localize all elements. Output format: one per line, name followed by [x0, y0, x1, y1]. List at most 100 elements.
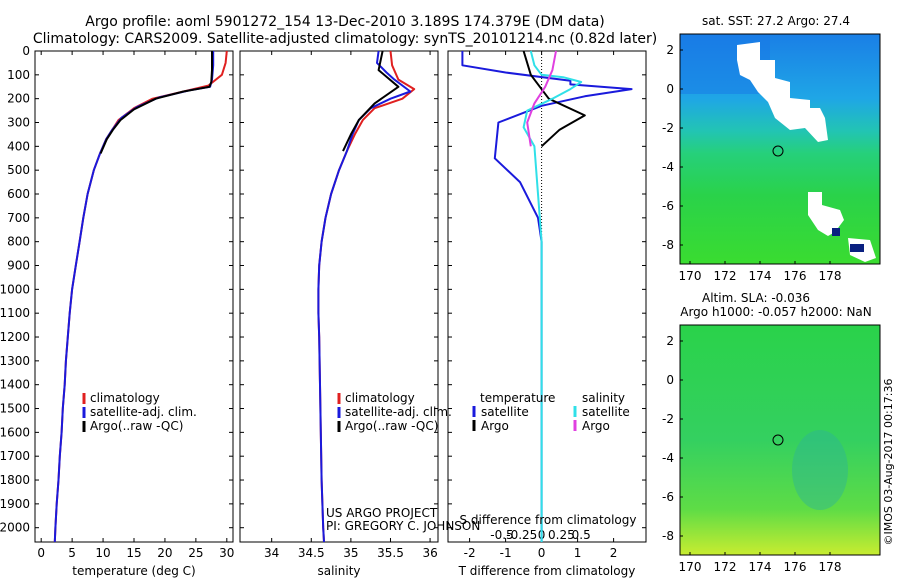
sst-cloud-mask-2 — [808, 192, 844, 236]
map-x-tick-label: 172 — [714, 560, 737, 574]
map-x-tick-label: 176 — [784, 269, 807, 283]
map-y-tick-label: -4 — [662, 160, 674, 174]
y-tick-label: 1100 — [0, 306, 30, 320]
temperature-panel: 0100200300400500600700800900100011001200… — [0, 44, 234, 578]
series-line-argo — [342, 50, 400, 152]
salinity-panel: 34 34.5 35 35.5 36 salinity — [239, 50, 439, 578]
x-axis-label: T difference from climatology — [458, 564, 636, 578]
x-top-tick-label: -0.25 — [506, 528, 537, 542]
sla-map-subtitle: Argo h1000: -0.057 h2000: NaN — [680, 305, 872, 319]
map-y-tick-label: -2 — [662, 412, 674, 426]
legend-label-climatology: climatology — [90, 391, 160, 405]
x-tick-label: 0 — [538, 546, 546, 560]
x-tick-label: 35.5 — [377, 546, 404, 560]
y-tick-label: 1400 — [0, 378, 30, 392]
plot-frame — [447, 50, 647, 543]
legend-label-satellite: satellite-adj. clim. — [345, 405, 452, 419]
plot-frame — [34, 50, 234, 543]
map-y-tick-label: -6 — [662, 199, 674, 213]
map-y-tick-label: 2 — [666, 43, 674, 57]
project-annotation: US ARGO PROJECT — [326, 506, 438, 520]
sst-map-frame — [679, 33, 881, 265]
x-tick-label: 30 — [219, 546, 234, 560]
x-tick-label: 5 — [68, 546, 76, 560]
map-x-tick-label: 170 — [679, 560, 702, 574]
y-tick-label: 600 — [7, 187, 30, 201]
x-axis-label: temperature (deg C) — [72, 564, 195, 578]
x-tick-label: -2 — [464, 546, 476, 560]
figure-title-line-2: Climatology: CARS2009. Satellite-adjuste… — [33, 31, 657, 47]
sla-low — [792, 430, 848, 510]
x-top-tick-label: 0.25 — [548, 528, 575, 542]
x-tick-label: 1 — [574, 546, 582, 560]
sla-field — [680, 325, 880, 555]
y-tick-label: 700 — [7, 211, 30, 225]
y-tick-label: 0 — [22, 44, 30, 58]
series-line-s-satellite — [522, 50, 583, 542]
x-tick-label: 34 — [264, 546, 279, 560]
y-tick-label: 1900 — [0, 497, 30, 511]
y-tick-label: 2000 — [0, 521, 30, 535]
y-tick-label: 200 — [7, 92, 30, 106]
salinity-legend: climatology satellite-adj. clim. Argo(..… — [326, 391, 480, 533]
map-y-tick-label: -2 — [662, 121, 674, 135]
y-tick-label: 1700 — [0, 449, 30, 463]
sst-pixel — [850, 244, 864, 252]
map-x-tick-label: 176 — [784, 560, 807, 574]
temperature-legend: climatology satellite-adj. clim. Argo(..… — [82, 391, 197, 433]
x-top-tick-label: 0.5 — [572, 528, 591, 542]
map-y-tick-label: -6 — [662, 490, 674, 504]
sla-map-frame — [679, 324, 881, 556]
x-tick-label: 15 — [126, 546, 141, 560]
x-tick-label: 2 — [610, 546, 618, 560]
y-tick-label: 500 — [7, 163, 30, 177]
x-axis-label: salinity — [317, 564, 360, 578]
legend-label-argo: Argo(..raw -QC) — [90, 419, 183, 433]
map-x-tick-label: 178 — [819, 269, 842, 283]
x-tick-label: 10 — [95, 546, 110, 560]
map-y-tick-label: 2 — [666, 334, 674, 348]
series-line-satellite — [317, 50, 412, 543]
sst-map-title: sat. SST: 27.2 Argo: 27.4 — [702, 14, 850, 28]
x-tick-label: 25 — [188, 546, 203, 560]
x-tick-label: 35 — [343, 546, 358, 560]
argo-position-marker — [772, 434, 784, 446]
legend-label-s-argo: Argo — [582, 419, 610, 433]
y-tick-label: 100 — [7, 68, 30, 82]
y-tick-label: 1300 — [0, 354, 30, 368]
y-tick-label: 1800 — [0, 473, 30, 487]
series-line-s-argo — [526, 50, 557, 147]
map-y-tick-label: 0 — [666, 373, 674, 387]
sla-map: Altim. SLA: -0.036 Argo h1000: -0.057 h2… — [662, 291, 881, 574]
legend-header-salinity: salinity — [582, 391, 625, 405]
timestamp-stamp: ©IMOS 03-Aug-2017 00:17:36 — [882, 379, 895, 546]
legend-label-s-satellite: satellite — [582, 405, 630, 419]
x-tick-label: -1 — [500, 546, 512, 560]
sla-map-ticks: 170 172 174 176 178 2 0 -2 -4 -6 -8 — [662, 334, 841, 574]
sst-map-ticks: 170 172 174 176 178 2 0 -2 -4 -6 -8 — [662, 43, 841, 283]
pi-annotation: PI: GREGORY C. JOHNSON — [326, 519, 480, 533]
y-tick-label: 1600 — [0, 425, 30, 439]
series-line-argo — [99, 51, 213, 154]
legend-label-t-satellite: satellite — [481, 405, 529, 419]
y-tick-label: 1500 — [0, 402, 30, 416]
map-x-tick-label: 174 — [749, 560, 772, 574]
y-tick-label: 900 — [7, 259, 30, 273]
argo-position-marker — [772, 145, 784, 157]
s-difference-label: S difference from climatology — [460, 513, 637, 527]
series-line-t-argo — [522, 50, 586, 148]
difference-panel: -2-1012-0.5-0.2500.250.5T difference fro… — [447, 50, 647, 578]
legend-label-satellite: satellite-adj. clim. — [90, 405, 197, 419]
legend-label-argo: Argo(..raw -QC) — [345, 419, 438, 433]
plot-frame — [239, 50, 439, 543]
map-y-tick-label: -8 — [662, 529, 674, 543]
sla-map-title: Altim. SLA: -0.036 — [702, 291, 810, 305]
map-y-tick-label: -8 — [662, 238, 674, 252]
x-tick-label: 20 — [157, 546, 172, 560]
x-tick-label: 34.5 — [298, 546, 325, 560]
map-x-tick-label: 172 — [714, 269, 737, 283]
sst-map: sat. SST: 27.2 Argo: 27.4 170 172 174 176 17… — [662, 14, 881, 283]
x-tick-label: 36 — [422, 546, 437, 560]
difference-legend: temperature salinity satellite Argo sate… — [460, 391, 637, 527]
